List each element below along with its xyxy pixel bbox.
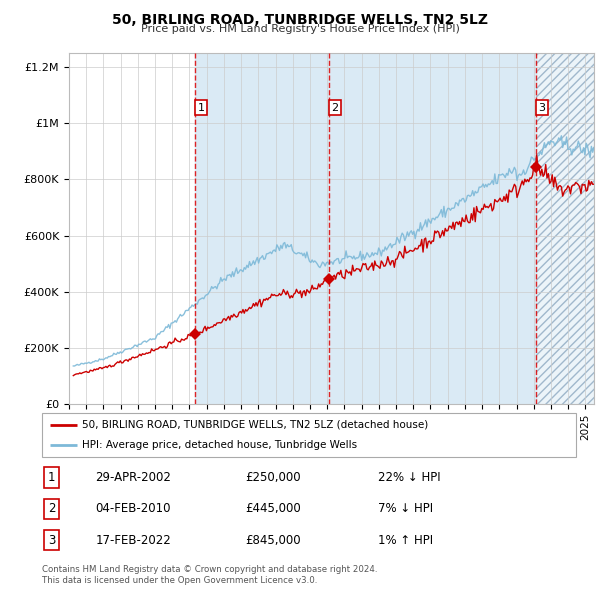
Text: 2: 2 [331,103,338,113]
Text: 50, BIRLING ROAD, TUNBRIDGE WELLS, TN2 5LZ: 50, BIRLING ROAD, TUNBRIDGE WELLS, TN2 5… [112,13,488,27]
Text: 2: 2 [48,502,55,516]
Text: Price paid vs. HM Land Registry's House Price Index (HPI): Price paid vs. HM Land Registry's House … [140,24,460,34]
Text: £250,000: £250,000 [245,471,301,484]
Text: 04-FEB-2010: 04-FEB-2010 [95,502,171,516]
FancyBboxPatch shape [42,413,576,457]
Text: 1: 1 [198,103,205,113]
Text: HPI: Average price, detached house, Tunbridge Wells: HPI: Average price, detached house, Tunb… [82,440,357,450]
Text: 17-FEB-2022: 17-FEB-2022 [95,533,171,546]
Text: This data is licensed under the Open Government Licence v3.0.: This data is licensed under the Open Gov… [42,576,317,585]
Text: 3: 3 [538,103,545,113]
Text: £845,000: £845,000 [245,533,301,546]
Bar [536,53,594,404]
Text: 7% ↓ HPI: 7% ↓ HPI [379,502,434,516]
Text: 3: 3 [48,533,55,546]
Text: 29-APR-2002: 29-APR-2002 [95,471,171,484]
Bar [195,53,536,404]
Text: £445,000: £445,000 [245,502,301,516]
Text: 22% ↓ HPI: 22% ↓ HPI [379,471,441,484]
Text: Contains HM Land Registry data © Crown copyright and database right 2024.: Contains HM Land Registry data © Crown c… [42,565,377,574]
Text: 1: 1 [48,471,55,484]
Text: 1% ↑ HPI: 1% ↑ HPI [379,533,434,546]
Text: 50, BIRLING ROAD, TUNBRIDGE WELLS, TN2 5LZ (detached house): 50, BIRLING ROAD, TUNBRIDGE WELLS, TN2 5… [82,420,428,430]
Bar [536,53,594,404]
